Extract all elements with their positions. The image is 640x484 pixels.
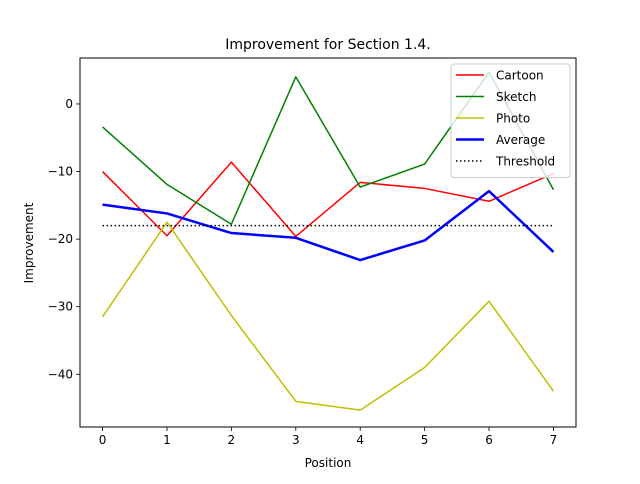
y-tick-label: 0 (65, 97, 73, 111)
x-tick-label: 5 (421, 433, 429, 447)
x-tick-label: 3 (292, 433, 300, 447)
y-tick-label: −10 (48, 165, 73, 179)
series-line-average (102, 189, 555, 262)
x-tick-label: 7 (550, 433, 558, 447)
x-tick-label: 2 (228, 433, 236, 447)
y-tick-label: −20 (48, 232, 73, 246)
y-axis-label: Improvement (22, 202, 36, 283)
series-line-photo (101, 221, 555, 411)
x-tick-label: 1 (163, 433, 171, 447)
x-axis-label: Position (305, 456, 352, 470)
y-tick-label: −40 (48, 367, 73, 381)
legend-label-cartoon: Cartoon (496, 69, 544, 83)
chart-title: Improvement for Section 1.4. (225, 37, 431, 53)
y-tick-label: −30 (48, 300, 73, 314)
legend-label-photo: Photo (496, 112, 530, 126)
legend-label-threshold: Threshold (495, 155, 555, 169)
legend-label-sketch: Sketch (496, 90, 536, 104)
x-tick-label: 0 (99, 433, 107, 447)
x-tick-label: 4 (356, 433, 364, 447)
legend-label-average: Average (496, 133, 545, 147)
x-tick-label: 6 (485, 433, 493, 447)
legend: Cartoon Sketch Photo Average Threshold (450, 63, 571, 178)
plot-area-frame (79, 57, 577, 428)
legend-frame (450, 63, 571, 178)
